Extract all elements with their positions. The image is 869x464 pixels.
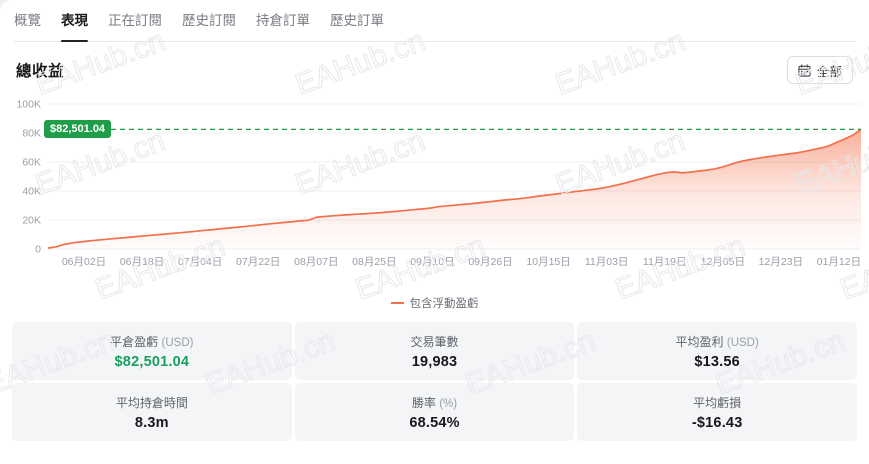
y-axis-tick-label: 100K [16,99,41,111]
stat-label-unit: (%) [439,397,458,410]
stat-label: 平均持倉時間 [116,394,188,411]
stat-label-text: 平均虧損 [693,395,742,410]
panel-header: 總收益 全部 [0,42,869,90]
peak-badge: $82,501.04 [44,120,112,139]
stat-value: $82,501.04 [114,353,190,370]
stat-label-text: 平均持倉時間 [115,395,188,410]
tab-performance[interactable]: 表現 [61,0,88,42]
stat-value: 68.54% [409,414,460,431]
tab-open-orders[interactable]: 持倉訂單 [256,13,310,28]
stat-label: 平均盈利 (USD) [676,333,759,350]
x-axis-tick-label: 09月26日 [468,256,512,268]
x-axis-tick-label: 12月05日 [701,256,745,268]
equity-chart-svg: 0 20K 40K 60K 80K 100K 06月02日 06月18日 07月04日 07月2… [16,99,862,268]
tab-bar: 概覽 表現 正在訂閱 歷史訂閱 持倉訂單 歷史訂單 [0,0,869,42]
x-axis-tick-label: 07月04日 [178,256,222,268]
stat-card-avg-profit: 平均盈利 (USD) $13.56 [577,322,858,380]
x-axis-tick-label: 07月22日 [236,256,280,268]
stat-label-text: 平倉盈虧 [110,334,159,349]
date-range-label: 全部 [816,64,842,79]
stat-label: 勝率 (%) [412,394,457,411]
x-axis-tick-label: 08月25日 [352,256,396,268]
stats-row: 平均持倉時間 8.3m 勝率 (%) 68.54% 平均虧損 -$16.43 [12,383,858,441]
peak-badge-label: $82,501.04 [50,123,106,136]
x-axis-tick-label: 06月02日 [62,256,106,268]
date-range-button[interactable]: 全部 [786,56,853,84]
y-axis-tick-label: 60K [22,157,41,169]
stat-label-unit: (USD) [161,336,194,349]
stat-label-text: 勝率 [411,395,436,410]
x-axis-tick-label: 01月12日 [817,256,861,268]
x-axis-tick-label: 08月07日 [294,256,338,268]
stat-label-unit: (USD) [726,336,759,349]
stat-label-text: 交易筆數 [410,334,459,349]
x-axis-tick-label: 06月18日 [120,256,164,268]
tab-active-subscriptions[interactable]: 正在訂閱 [108,13,162,28]
stat-card-win-rate: 勝率 (%) 68.54% [294,383,575,441]
stat-value: 19,983 [411,353,458,370]
y-axis-tick-label: 80K [22,128,41,140]
legend-label: 包含浮動盈虧 [409,298,479,310]
legend-color-swatch [390,302,404,304]
chart-legend[interactable]: 包含浮動盈虧 [0,290,869,316]
stats-row: 平倉盈虧 (USD) $82,501.04 交易筆數 19,983 平均盈利 (… [12,322,858,380]
chart-x-axis-labels: 06月02日 06月18日 07月04日 07月22日 08月07日 08月25日 09月1… [62,256,861,268]
stat-card-avg-loss: 平均虧損 -$16.43 [577,383,858,441]
equity-chart[interactable]: 0 20K 40K 60K 80K 100K 06月02日 06月18日 07月04日 07月2… [8,92,862,272]
y-axis-tick-label: 0 [35,244,41,256]
stats-grid: 平倉盈虧 (USD) $82,501.04 交易筆數 19,983 平均盈利 (… [0,316,869,454]
chart-y-axis-labels: 0 20K 40K 60K 80K 100K [16,99,41,256]
chart-line [47,128,862,249]
chart-area-fill [48,129,861,249]
stat-value: -$16.43 [691,414,743,431]
stat-label: 交易筆數 [411,333,459,350]
tab-overview[interactable]: 概覽 [14,13,41,28]
stat-card-closed-pnl: 平倉盈虧 (USD) $82,501.04 [12,322,292,380]
x-axis-tick-label: 10月15日 [526,256,570,268]
y-axis-tick-label: 40K [22,186,41,198]
stat-label: 平均虧損 [693,394,741,411]
x-axis-tick-label: 11月03日 [585,256,629,268]
x-axis-tick-label: 09月10日 [410,256,454,268]
stat-value: 8.3m [134,414,169,431]
stat-card-avg-hold-time: 平均持倉時間 8.3m [12,383,292,441]
stat-card-trade-count: 交易筆數 19,983 [294,322,575,380]
calendar-icon [798,63,811,77]
tab-history-subscriptions[interactable]: 歷史訂閱 [182,13,236,28]
page-title: 總收益 [16,63,65,80]
x-axis-tick-label: 12月23日 [759,256,803,268]
x-axis-tick-label: 11月19日 [643,256,687,268]
y-axis-tick-label: 20K [22,215,41,227]
stat-label-text: 平均盈利 [675,334,724,349]
tab-history-orders[interactable]: 歷史訂單 [330,13,384,28]
stat-label: 平倉盈虧 (USD) [110,333,193,350]
stat-value: $13.56 [694,353,740,370]
